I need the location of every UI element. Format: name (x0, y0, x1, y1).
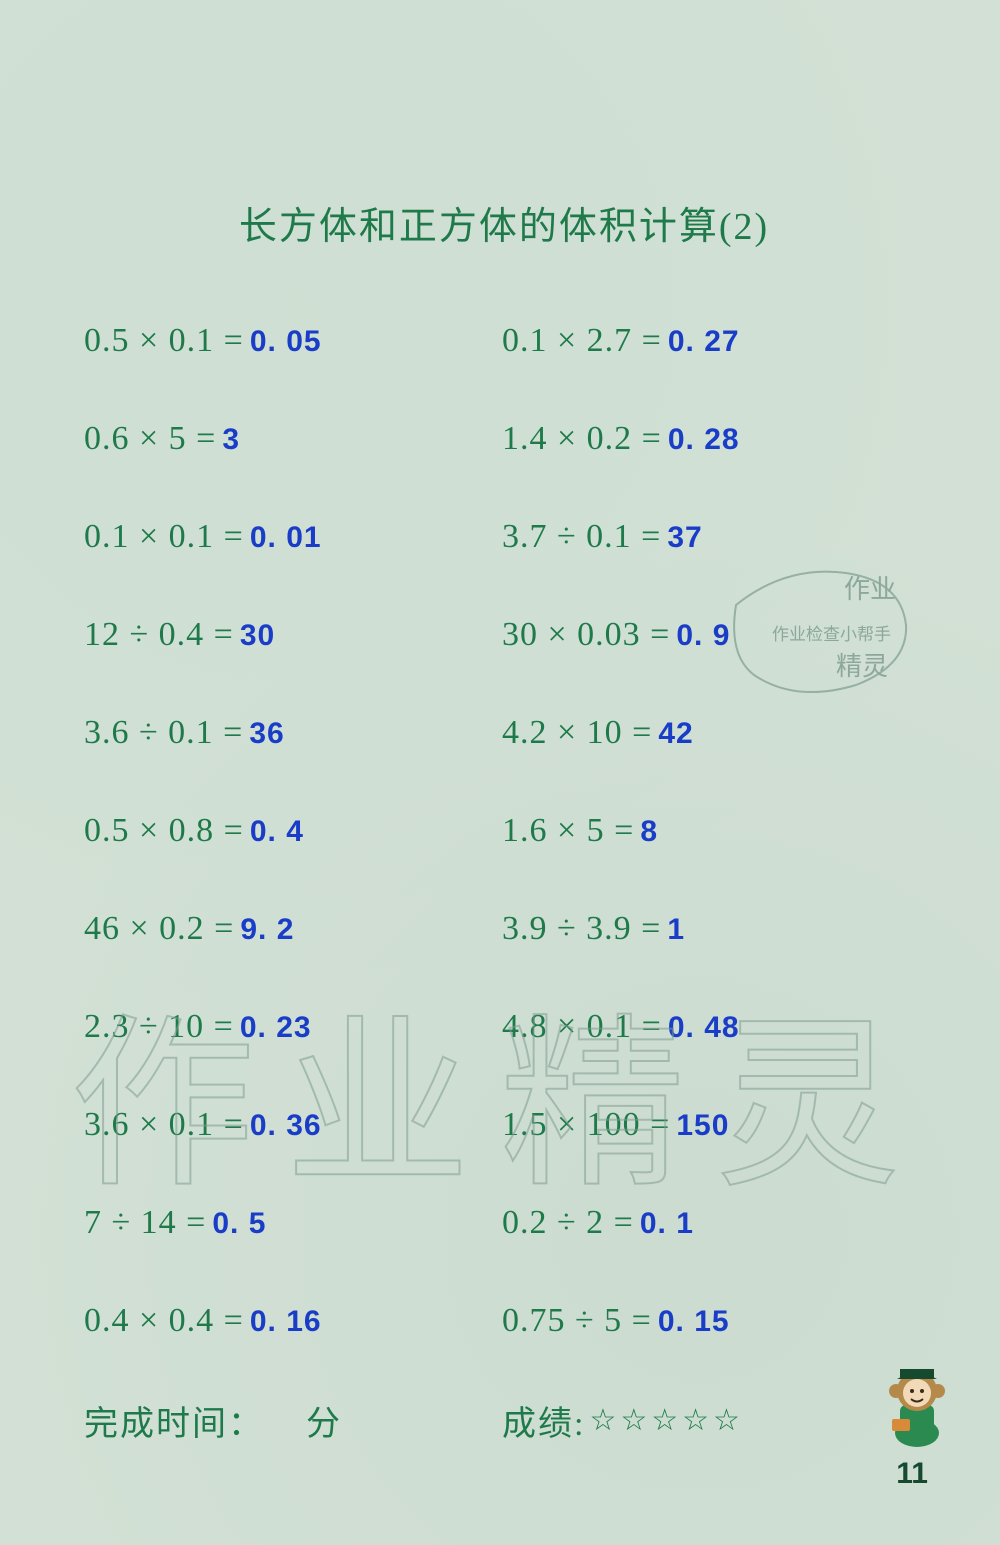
problem-cell-left: 2.3 ÷ 10 =0. 23 (78, 1008, 512, 1046)
problem-cell-left: 3.6 ÷ 0.1 =36 (78, 714, 512, 752)
problem-answer: 0. 05 (250, 325, 322, 359)
problem-expression: 2.3 ÷ 10 = (84, 1008, 234, 1046)
problem-row: 3.6 × 0.1 =0. 361.5 × 100 =150 (78, 1106, 930, 1146)
problem-answer: 0. 23 (240, 1011, 312, 1045)
problem-cell-right: 3.9 ÷ 3.9 =1 (502, 910, 930, 948)
problem-answer: 0. 01 (250, 521, 322, 555)
problem-expression: 7 ÷ 14 = (84, 1204, 206, 1242)
problem-row: 0.4 × 0.4 =0. 160.75 ÷ 5 =0. 15 (78, 1302, 930, 1342)
problem-answer: 0. 5 (212, 1207, 266, 1241)
problem-grid: 0.5 × 0.1 =0. 050.1 × 2.7 =0. 270.6 × 5 … (78, 322, 930, 1342)
mascot-icon (882, 1361, 952, 1449)
problem-cell-left: 46 × 0.2 =9. 2 (78, 910, 512, 948)
problem-cell-right: 4.8 × 0.1 =0. 48 (502, 1008, 930, 1046)
problem-expression: 0.75 ÷ 5 = (502, 1302, 652, 1340)
problem-cell-left: 3.6 × 0.1 =0. 36 (78, 1106, 512, 1144)
problem-answer: 150 (676, 1109, 729, 1143)
problem-expression: 0.5 × 0.1 = (84, 322, 244, 360)
completion-time: 完成时间： 分 (78, 1396, 512, 1445)
problem-expression: 0.1 × 2.7 = (502, 322, 662, 360)
problem-expression: 30 × 0.03 = (502, 616, 670, 654)
problem-expression: 0.4 × 0.4 = (84, 1302, 244, 1340)
problem-expression: 0.5 × 0.8 = (84, 812, 244, 850)
problem-cell-right: 3.7 ÷ 0.1 =37 (502, 518, 930, 556)
problem-expression: 0.2 ÷ 2 = (502, 1204, 634, 1242)
problem-expression: 3.6 ÷ 0.1 = (84, 714, 243, 752)
problem-answer: 1 (667, 913, 685, 947)
page-number: 11 (896, 1457, 928, 1491)
problem-cell-right: 0.2 ÷ 2 =0. 1 (502, 1204, 930, 1242)
problem-cell-right: 1.6 × 5 =8 (502, 812, 930, 850)
problem-cell-left: 0.6 × 5 =3 (78, 420, 512, 458)
problem-cell-right: 4.2 × 10 =42 (502, 714, 930, 752)
problem-answer: 42 (658, 717, 693, 751)
page-title: 长方体和正方体的体积计算(2) (78, 195, 930, 250)
problem-expression: 3.7 ÷ 0.1 = (502, 518, 661, 556)
problem-row: 0.5 × 0.8 =0. 41.6 × 5 =8 (78, 812, 930, 852)
score-label: 成绩: (502, 1396, 585, 1445)
problem-cell-left: 7 ÷ 14 =0. 5 (78, 1204, 512, 1242)
problem-row: 0.6 × 5 =31.4 × 0.2 =0. 28 (78, 420, 930, 460)
problem-answer: 0. 28 (668, 423, 740, 457)
problem-answer: 9. 2 (240, 913, 294, 947)
problem-answer: 30 (240, 619, 275, 653)
problem-expression: 1.6 × 5 = (502, 812, 634, 850)
score-stars: ☆☆☆☆☆ (589, 1403, 743, 1438)
problem-cell-left: 0.4 × 0.4 =0. 16 (78, 1302, 512, 1340)
footer: 完成时间： 分 成绩: ☆☆☆☆☆ (78, 1400, 930, 1440)
problem-answer: 0. 16 (250, 1305, 322, 1339)
problem-answer: 0. 15 (658, 1305, 730, 1339)
problem-answer: 0. 9 (676, 619, 730, 653)
problem-expression: 1.5 × 100 = (502, 1106, 670, 1144)
problem-cell-right: 1.5 × 100 =150 (502, 1106, 930, 1144)
problem-cell-right: 1.4 × 0.2 =0. 28 (502, 420, 930, 458)
problem-expression: 1.4 × 0.2 = (502, 420, 662, 458)
problem-answer: 0. 27 (668, 325, 740, 359)
problem-row: 3.6 ÷ 0.1 =364.2 × 10 =42 (78, 714, 930, 754)
problem-answer: 0. 1 (640, 1207, 694, 1241)
problem-cell-left: 0.5 × 0.8 =0. 4 (78, 812, 512, 850)
problem-row: 12 ÷ 0.4 =3030 × 0.03 =0. 9 (78, 616, 930, 656)
problem-answer: 0. 4 (250, 815, 304, 849)
problem-cell-right: 0.75 ÷ 5 =0. 15 (502, 1302, 930, 1340)
problem-answer: 3 (222, 423, 240, 457)
problem-row: 0.1 × 0.1 =0. 013.7 ÷ 0.1 =37 (78, 518, 930, 558)
problem-cell-right: 0.1 × 2.7 =0. 27 (502, 322, 930, 360)
problem-answer: 37 (667, 521, 702, 555)
problem-row: 46 × 0.2 =9. 23.9 ÷ 3.9 =1 (78, 910, 930, 950)
time-label: 完成时间： (84, 1406, 264, 1443)
worksheet-page: 长方体和正方体的体积计算(2) 0.5 × 0.1 =0. 050.1 × 2.… (0, 0, 1000, 1545)
problem-expression: 0.1 × 0.1 = (84, 518, 244, 556)
problem-expression: 0.6 × 5 = (84, 420, 216, 458)
time-unit: 分 (306, 1406, 342, 1443)
problem-row: 2.3 ÷ 10 =0. 234.8 × 0.1 =0. 48 (78, 1008, 930, 1048)
problem-expression: 12 ÷ 0.4 = (84, 616, 234, 654)
problem-answer: 36 (249, 717, 284, 751)
problem-cell-right: 30 × 0.03 =0. 9 (502, 616, 930, 654)
problem-expression: 4.2 × 10 = (502, 714, 652, 752)
problem-cell-left: 0.1 × 0.1 =0. 01 (78, 518, 512, 556)
problem-answer: 8 (640, 815, 658, 849)
score: 成绩: ☆☆☆☆☆ (502, 1396, 930, 1445)
problem-expression: 3.6 × 0.1 = (84, 1106, 244, 1144)
problem-expression: 46 × 0.2 = (84, 910, 234, 948)
problem-answer: 0. 48 (668, 1011, 740, 1045)
problem-row: 7 ÷ 14 =0. 50.2 ÷ 2 =0. 1 (78, 1204, 930, 1244)
problem-cell-left: 12 ÷ 0.4 =30 (78, 616, 512, 654)
problem-expression: 3.9 ÷ 3.9 = (502, 910, 661, 948)
problem-cell-left: 0.5 × 0.1 =0. 05 (78, 322, 512, 360)
problem-answer: 0. 36 (250, 1109, 322, 1143)
problem-row: 0.5 × 0.1 =0. 050.1 × 2.7 =0. 27 (78, 322, 930, 362)
problem-expression: 4.8 × 0.1 = (502, 1008, 662, 1046)
